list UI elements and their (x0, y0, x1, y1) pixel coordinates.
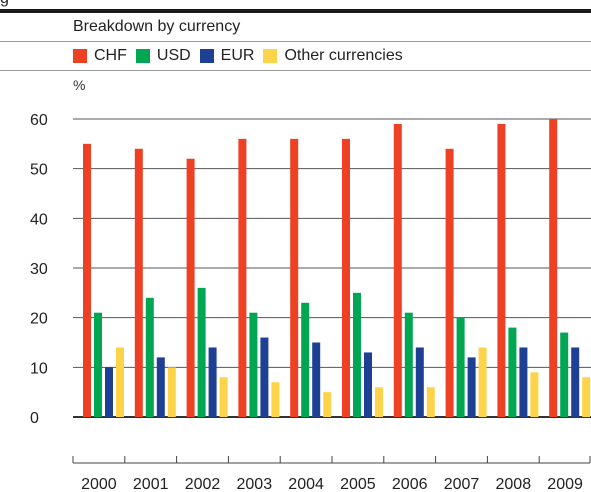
bar-usd (353, 292, 361, 417)
bar-eur (519, 347, 528, 417)
legend-swatch-chf (73, 49, 87, 63)
header-bar: g (0, 0, 591, 14)
legend-label-chf: CHF (94, 47, 127, 64)
legend-swatch-other (263, 49, 278, 63)
bar-chf (83, 143, 91, 418)
x-tick-label: 2005 (340, 476, 376, 492)
bar-chf (393, 123, 402, 417)
x-tick-label: 2006 (392, 476, 428, 492)
x-tick-label: 2008 (496, 476, 532, 492)
bar-other-currencies (582, 377, 591, 417)
bar-eur (208, 347, 217, 417)
header-rule (0, 9, 591, 13)
x-tick-label: 2002 (185, 476, 221, 492)
x-tick-label: 2004 (288, 476, 324, 492)
x-tick-label: 2003 (237, 476, 273, 492)
legend-item-eur: EUR (199, 47, 255, 65)
bar-eur (260, 337, 269, 417)
bar-eur (105, 367, 113, 417)
y-tick-label: 40 (30, 211, 48, 228)
bar-other-currencies (116, 347, 124, 417)
chart-legend: CHF USD EUR Other currencies (73, 46, 412, 66)
bar-eur (156, 357, 165, 417)
bar-eur (467, 357, 476, 417)
legend-label-usd: USD (156, 47, 191, 64)
bar-other-currencies (478, 347, 487, 417)
bar-eur (312, 342, 321, 417)
bar-other-currencies (219, 377, 228, 417)
bar-other-currencies (375, 387, 383, 417)
bar-usd (249, 312, 258, 417)
x-tick-label: 2000 (81, 476, 117, 492)
bar-other-currencies (271, 382, 280, 417)
figure-title-fragment: g (0, 0, 9, 7)
legend-item-other: Other currencies (263, 47, 403, 65)
divider-line (0, 70, 591, 71)
bar-usd (456, 317, 465, 417)
bar-eur (364, 352, 372, 417)
y-tick-label: 30 (30, 261, 48, 278)
legend-label-other: Other currencies (284, 47, 403, 64)
bar-chf (238, 138, 247, 417)
legend-swatch-usd (135, 49, 150, 63)
bar-chf (549, 119, 558, 417)
bar-usd (508, 327, 517, 417)
bar-usd (197, 287, 206, 417)
y-tick-label: 0 (30, 410, 39, 427)
y-tick-label: 50 (30, 162, 48, 179)
bar-eur (571, 347, 580, 417)
bar-usd (560, 332, 569, 417)
legend-label-eur: EUR (220, 47, 255, 64)
bar-other-currencies (167, 367, 176, 417)
bar-eur (415, 347, 424, 417)
bar-chf (290, 138, 299, 417)
bar-other-currencies (530, 372, 539, 417)
chart-subtitle: Breakdown by currency (73, 18, 241, 35)
y-tick-label: 10 (30, 360, 48, 377)
bar-usd (94, 312, 102, 417)
bar-usd (404, 312, 413, 417)
y-tick-label: 60 (30, 112, 48, 129)
bar-chf (134, 148, 143, 418)
x-tick-label: 2001 (133, 476, 169, 492)
bar-chf (342, 138, 350, 417)
bar-usd (145, 297, 154, 417)
legend-item-usd: USD (135, 47, 191, 65)
x-tick-label: 2007 (444, 476, 480, 492)
bar-chf (186, 158, 195, 417)
y-axis-unit-label: % (73, 77, 86, 93)
legend-swatch-eur (199, 49, 214, 63)
bar-chf (445, 148, 454, 418)
bar-chf (497, 123, 506, 417)
legend-item-chf: CHF (73, 47, 127, 65)
divider-line (0, 41, 591, 42)
bar-usd (301, 302, 310, 417)
bar-other-currencies (426, 387, 435, 417)
x-tick-label: 2009 (547, 476, 583, 492)
bar-other-currencies (323, 392, 332, 417)
y-tick-label: 20 (30, 311, 48, 328)
